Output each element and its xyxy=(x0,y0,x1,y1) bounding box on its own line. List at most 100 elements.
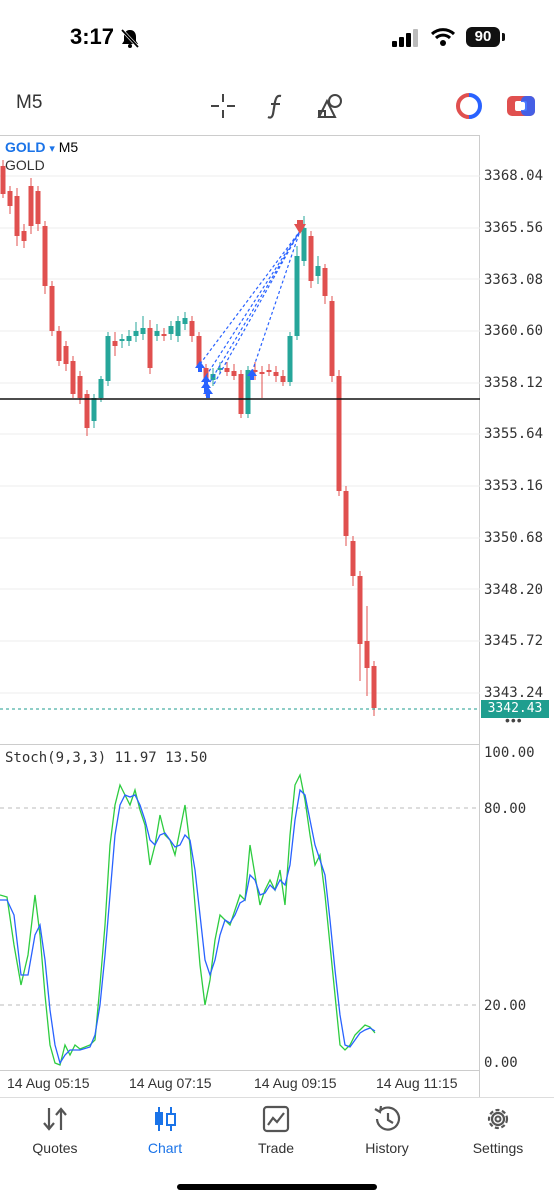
battery-tip xyxy=(502,33,505,41)
candle-body xyxy=(287,336,293,382)
buy-arrow-icon xyxy=(247,369,257,380)
tab-label: Settings xyxy=(472,1140,524,1156)
candle-body xyxy=(357,576,363,644)
buy-arrow-icon xyxy=(195,361,205,372)
candle-body xyxy=(7,191,13,206)
candle-body xyxy=(49,286,55,331)
candle-body xyxy=(105,336,111,381)
candle-body xyxy=(238,374,244,414)
tab-label: Trade xyxy=(257,1140,295,1156)
candle-body xyxy=(224,368,230,372)
tab-quotes[interactable]: Quotes xyxy=(0,1098,110,1156)
tab-history[interactable]: History xyxy=(332,1098,442,1156)
chevron-down-icon: ▾ xyxy=(49,143,55,155)
candle-body xyxy=(231,371,237,376)
tab-label: History xyxy=(365,1140,409,1156)
bell-muted-icon xyxy=(120,28,140,48)
price-chart[interactable] xyxy=(0,136,480,746)
tab-chart[interactable]: Chart xyxy=(110,1098,220,1156)
trade-connection-line xyxy=(213,230,301,385)
price-axis-label: 3353.16 xyxy=(484,478,544,494)
quotes-icon xyxy=(43,1107,67,1131)
crosshair-icon[interactable] xyxy=(209,92,237,120)
sell-arrow-icon xyxy=(294,220,306,234)
candle-body xyxy=(343,491,349,536)
symbol-description: GOLD xyxy=(5,157,45,173)
tab-settings[interactable]: Settings xyxy=(443,1098,553,1156)
candle-body xyxy=(259,372,265,374)
history-icon xyxy=(374,1105,401,1131)
status-time: 3:17 xyxy=(70,24,115,49)
signal-icon xyxy=(392,29,418,47)
candle-body xyxy=(14,196,20,236)
candle-body xyxy=(140,328,146,334)
candle-body xyxy=(294,256,300,336)
tab-trade[interactable]: Trade xyxy=(221,1098,331,1156)
settings-icon xyxy=(487,1108,509,1130)
stochastic-label: Stoch(9,3,3) 11.97 13.50 xyxy=(5,750,208,766)
trade-icon xyxy=(262,1105,290,1133)
objects-icon[interactable] xyxy=(316,91,346,121)
time-axis-label: 14 Aug 09:15 xyxy=(254,1075,337,1091)
candle-body xyxy=(42,226,48,286)
candle-body xyxy=(245,370,251,414)
buy-arrow-icon xyxy=(203,387,213,398)
time-axis-label: 14 Aug 07:15 xyxy=(129,1075,212,1091)
symbol-header[interactable]: GOLD ▾ M5 xyxy=(5,139,78,155)
price-axis-label: 3348.20 xyxy=(484,582,544,598)
candle-body xyxy=(35,191,41,224)
stochastic-chart[interactable] xyxy=(0,745,480,1070)
candle-body xyxy=(266,370,272,372)
price-axis-label: 3358.12 xyxy=(484,375,544,391)
battery-level: 90 xyxy=(466,27,500,47)
candle-body xyxy=(329,301,335,376)
chart-area[interactable] xyxy=(0,135,480,1097)
candle-body xyxy=(322,268,328,296)
candle-body xyxy=(182,318,188,324)
candle-body xyxy=(315,266,321,276)
stoch-main-line xyxy=(0,788,376,1065)
buy-arrow-icon xyxy=(201,381,211,392)
candle-body xyxy=(77,376,83,398)
candle-body xyxy=(126,336,132,341)
tab-label: Chart xyxy=(147,1140,183,1156)
candle-body xyxy=(0,166,6,194)
candle-body xyxy=(56,331,62,361)
candle-body xyxy=(189,321,195,336)
candle-body xyxy=(252,370,258,372)
candle-body xyxy=(161,334,167,336)
candle-body xyxy=(371,666,377,708)
candle-body xyxy=(301,228,307,261)
stoch-axis-label: 20.00 xyxy=(484,998,527,1014)
home-indicator xyxy=(177,1184,377,1190)
trade-connection-line xyxy=(205,230,301,377)
candle-body xyxy=(112,341,118,346)
candle-body xyxy=(280,376,286,382)
stoch-axis-label: 0.00 xyxy=(484,1055,518,1071)
stoch-axis-label: 80.00 xyxy=(484,801,527,817)
tab-label: Quotes xyxy=(32,1140,78,1156)
price-axis-label: 3350.68 xyxy=(484,530,544,546)
price-axis-label: 3343.24 xyxy=(484,685,544,701)
timeframe-button[interactable]: M5 xyxy=(16,92,43,113)
buy-arrow-icon xyxy=(201,375,211,386)
one-click-trading-icon[interactable] xyxy=(455,92,483,120)
trade-connection-line xyxy=(209,230,301,383)
candle-body xyxy=(154,331,160,336)
trade-connection-line xyxy=(199,230,301,365)
time-axis-label: 14 Aug 05:15 xyxy=(7,1075,90,1091)
candle-body xyxy=(364,641,370,668)
candle-body xyxy=(84,394,90,428)
more-icon[interactable]: ••• xyxy=(505,712,523,728)
candle-body xyxy=(196,336,202,368)
wifi-icon xyxy=(430,28,456,46)
indicators-icon[interactable] xyxy=(264,92,288,120)
pane-divider xyxy=(0,744,480,745)
candle-body xyxy=(336,376,342,491)
tab-bar xyxy=(0,1097,554,1201)
candle-body xyxy=(147,328,153,368)
price-axis-label: 3368.04 xyxy=(484,168,544,184)
trade-panel-icon[interactable] xyxy=(506,95,536,117)
time-axis-line xyxy=(0,1070,480,1071)
candle-body xyxy=(70,361,76,394)
